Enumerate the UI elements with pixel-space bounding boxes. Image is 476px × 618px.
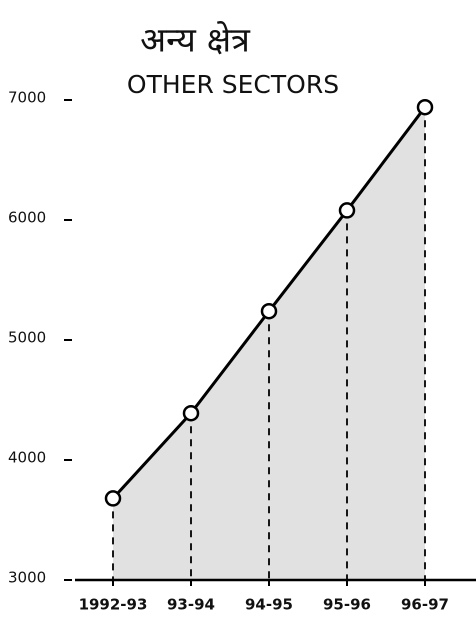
y-tick-label: 5000 (8, 329, 46, 347)
point (182, 404, 200, 422)
x-tick-label: 1992-93 (79, 596, 148, 614)
y-tick-label: 6000 (8, 209, 46, 227)
x-tick-label: 96-97 (401, 596, 449, 614)
chart-subtitle: OTHER SECTORS (127, 70, 339, 99)
chart-title: अन्य क्षेत्र (140, 21, 251, 61)
point (338, 202, 356, 219)
x-tick-label: 95-96 (323, 596, 371, 614)
y-tick-label: 4000 (8, 449, 46, 467)
point (416, 98, 434, 116)
point (260, 302, 278, 320)
y-tick-label: 3000 (8, 569, 46, 587)
y-tick-label: 7000 (8, 89, 46, 107)
x-tick-label: 94-95 (245, 596, 293, 614)
x-tick-label: 93-94 (167, 596, 215, 614)
point (104, 490, 122, 507)
